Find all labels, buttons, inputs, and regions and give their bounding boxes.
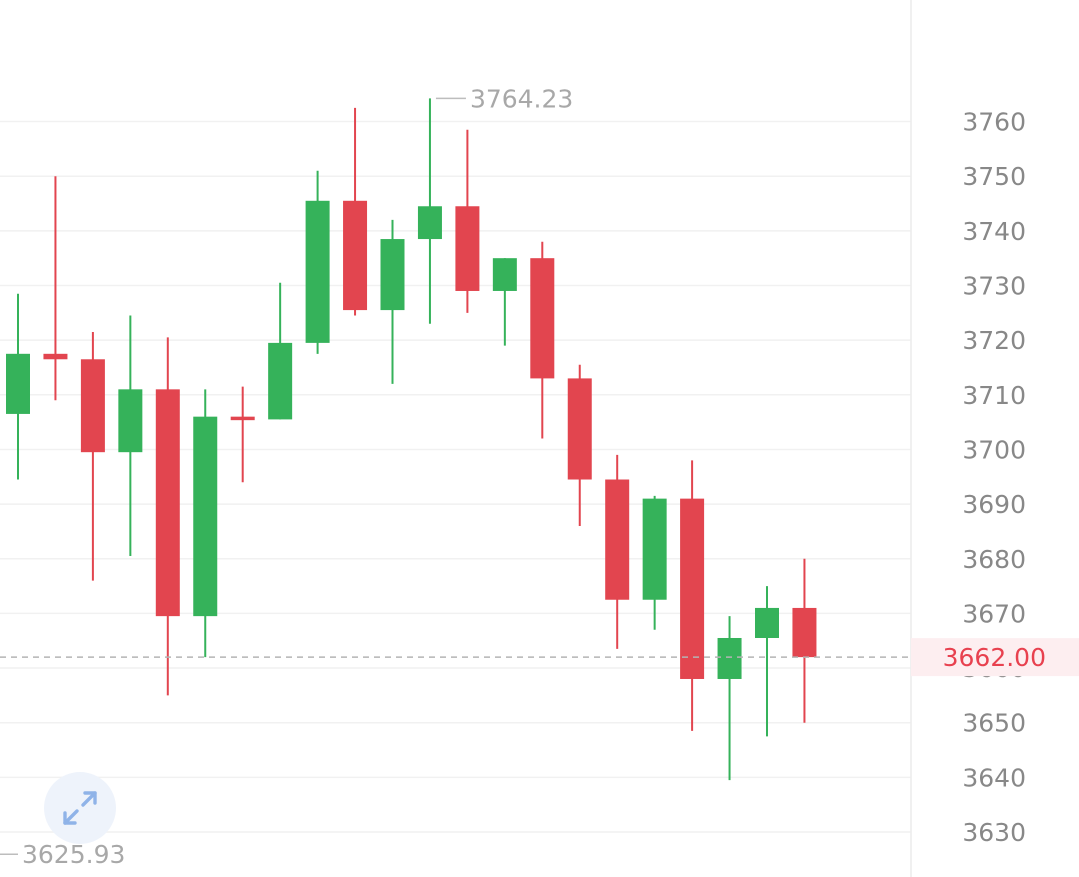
candle	[6, 293, 30, 480]
candle-body	[417, 206, 442, 240]
candle-body	[6, 353, 30, 414]
candle-body	[305, 200, 330, 343]
candle	[567, 364, 592, 526]
y-tick-label: 3630	[962, 818, 1026, 847]
candle-body	[118, 389, 143, 453]
grid-lines	[0, 120, 911, 833]
min-label: 3625.93	[22, 840, 125, 869]
candle	[605, 454, 630, 649]
candle-body	[230, 416, 255, 421]
candle	[530, 241, 555, 439]
y-tick-label: 3680	[962, 545, 1026, 574]
candle	[492, 258, 517, 346]
candle	[455, 129, 480, 313]
candle-body	[43, 353, 68, 360]
candle-body	[193, 416, 218, 617]
candle-body	[343, 200, 368, 311]
price-axis: 3630364036503660367036803690370037103720…	[962, 108, 1026, 847]
expand-button[interactable]	[44, 772, 116, 844]
y-tick-label: 3760	[962, 108, 1026, 137]
candle	[380, 219, 405, 384]
y-tick-label: 3700	[962, 435, 1026, 464]
candle-body	[792, 607, 817, 658]
annotations: 3764.23 3625.93	[0, 84, 573, 869]
y-tick-label: 3670	[962, 599, 1026, 628]
candle	[755, 586, 779, 737]
y-tick-label: 3710	[962, 381, 1026, 410]
y-tick-label: 3650	[962, 709, 1026, 738]
candle	[43, 176, 68, 401]
candle-body	[155, 389, 180, 617]
candle-body	[567, 378, 592, 480]
y-tick-label: 3720	[962, 326, 1026, 355]
candle	[268, 282, 293, 420]
candle-body	[455, 206, 480, 291]
last-price-marker: 3662.00	[0, 638, 1079, 677]
candle-body	[268, 342, 293, 420]
candles	[6, 98, 817, 781]
expand-arrows-icon	[63, 791, 97, 825]
candle-body	[530, 258, 555, 379]
candle	[642, 495, 667, 630]
candle	[230, 386, 255, 483]
candle	[792, 558, 817, 723]
candle	[343, 107, 368, 316]
candle-body	[492, 258, 517, 291]
candle	[717, 616, 742, 781]
candle	[680, 460, 705, 731]
candle-body	[80, 359, 105, 453]
candle	[155, 337, 180, 696]
candle	[118, 315, 143, 557]
y-tick-label: 3750	[962, 162, 1026, 191]
candle-body	[380, 239, 405, 311]
candle	[305, 170, 330, 354]
y-tick-label: 3730	[962, 272, 1026, 301]
candle	[417, 98, 442, 324]
candle-body	[717, 637, 742, 679]
candle-body	[642, 498, 667, 600]
candle-body	[755, 607, 779, 638]
y-tick-label: 3690	[962, 490, 1026, 519]
y-tick-label: 3740	[962, 217, 1026, 246]
candle	[80, 331, 105, 581]
candle-body	[680, 498, 705, 679]
last-price-label: 3662.00	[943, 643, 1046, 672]
candle	[193, 389, 218, 658]
candle-body	[605, 479, 630, 600]
y-tick-label: 3640	[962, 763, 1026, 792]
max-label: 3764.23	[470, 84, 573, 113]
last-price-box	[911, 638, 1079, 677]
